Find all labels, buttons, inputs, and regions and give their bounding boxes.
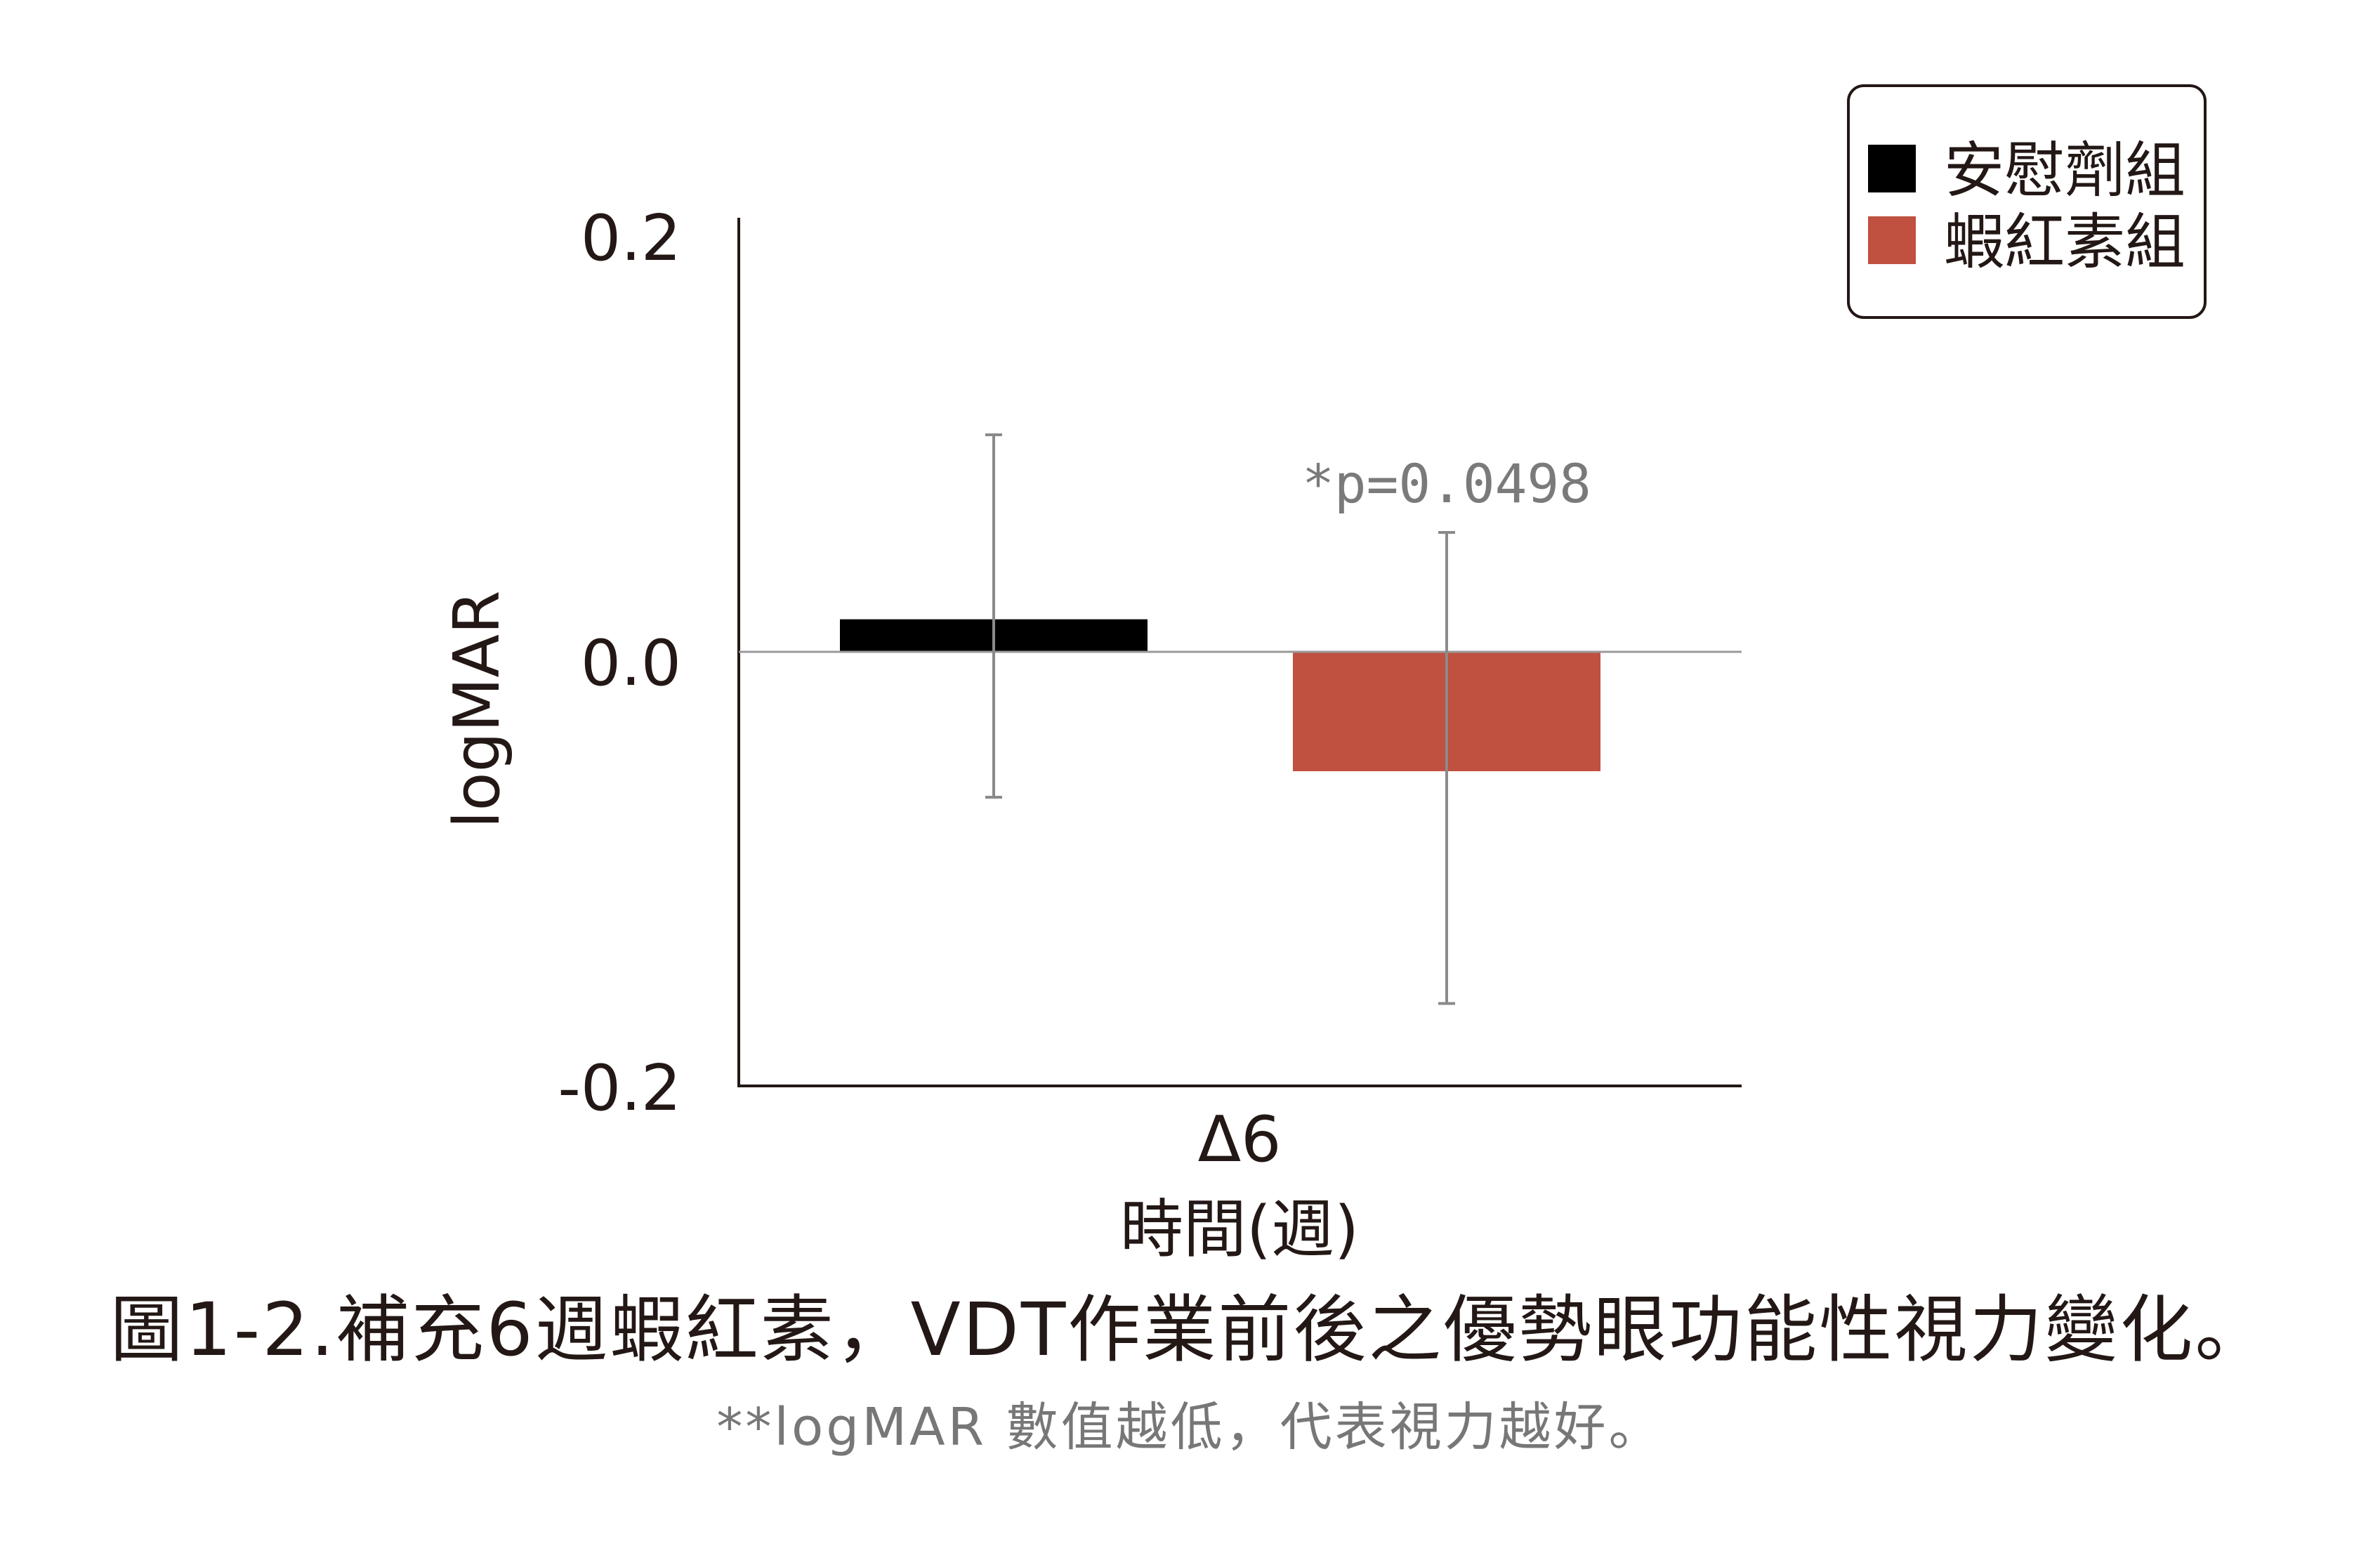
x-axis-label: 時間(週) (1120, 1193, 1359, 1264)
error-bars-layer (985, 433, 1455, 1005)
bar-chart: 0.2 0.0 -0.2 logMAR *p=0.0498 Δ6 時間(週) 安… (440, 84, 2207, 1264)
y-axis-label: logMAR (440, 591, 514, 829)
figure-footnote: **logMAR 數值越低，代表視力越好。 (716, 1397, 1664, 1457)
y-tick-label-top: 0.2 (581, 202, 681, 275)
legend-label-astaxanthin: 蝦紅素組 (1944, 207, 2185, 277)
legend-label-placebo: 安慰劑組 (1944, 136, 2185, 206)
legend-swatch-placebo (1868, 145, 1916, 192)
error-bar-astaxanthin (1438, 531, 1455, 1005)
bars-layer (840, 619, 1600, 771)
y-tick-label-zero: 0.0 (581, 627, 681, 700)
figure-caption: 圖1-2.補充6週蝦紅素，VDT作業前後之優勢眼功能性視力變化。 (110, 1287, 2270, 1373)
p-value-annotation: *p=0.0498 (1302, 452, 1591, 515)
legend-frame (1847, 84, 2207, 319)
y-tick-label-bottom: -0.2 (558, 1052, 681, 1125)
error-bar-placebo (985, 433, 1002, 799)
legend: 安慰劑組 蝦紅素組 (1847, 84, 2207, 319)
legend-swatch-astaxanthin (1868, 216, 1916, 264)
x-category-label: Δ6 (1198, 1103, 1282, 1177)
